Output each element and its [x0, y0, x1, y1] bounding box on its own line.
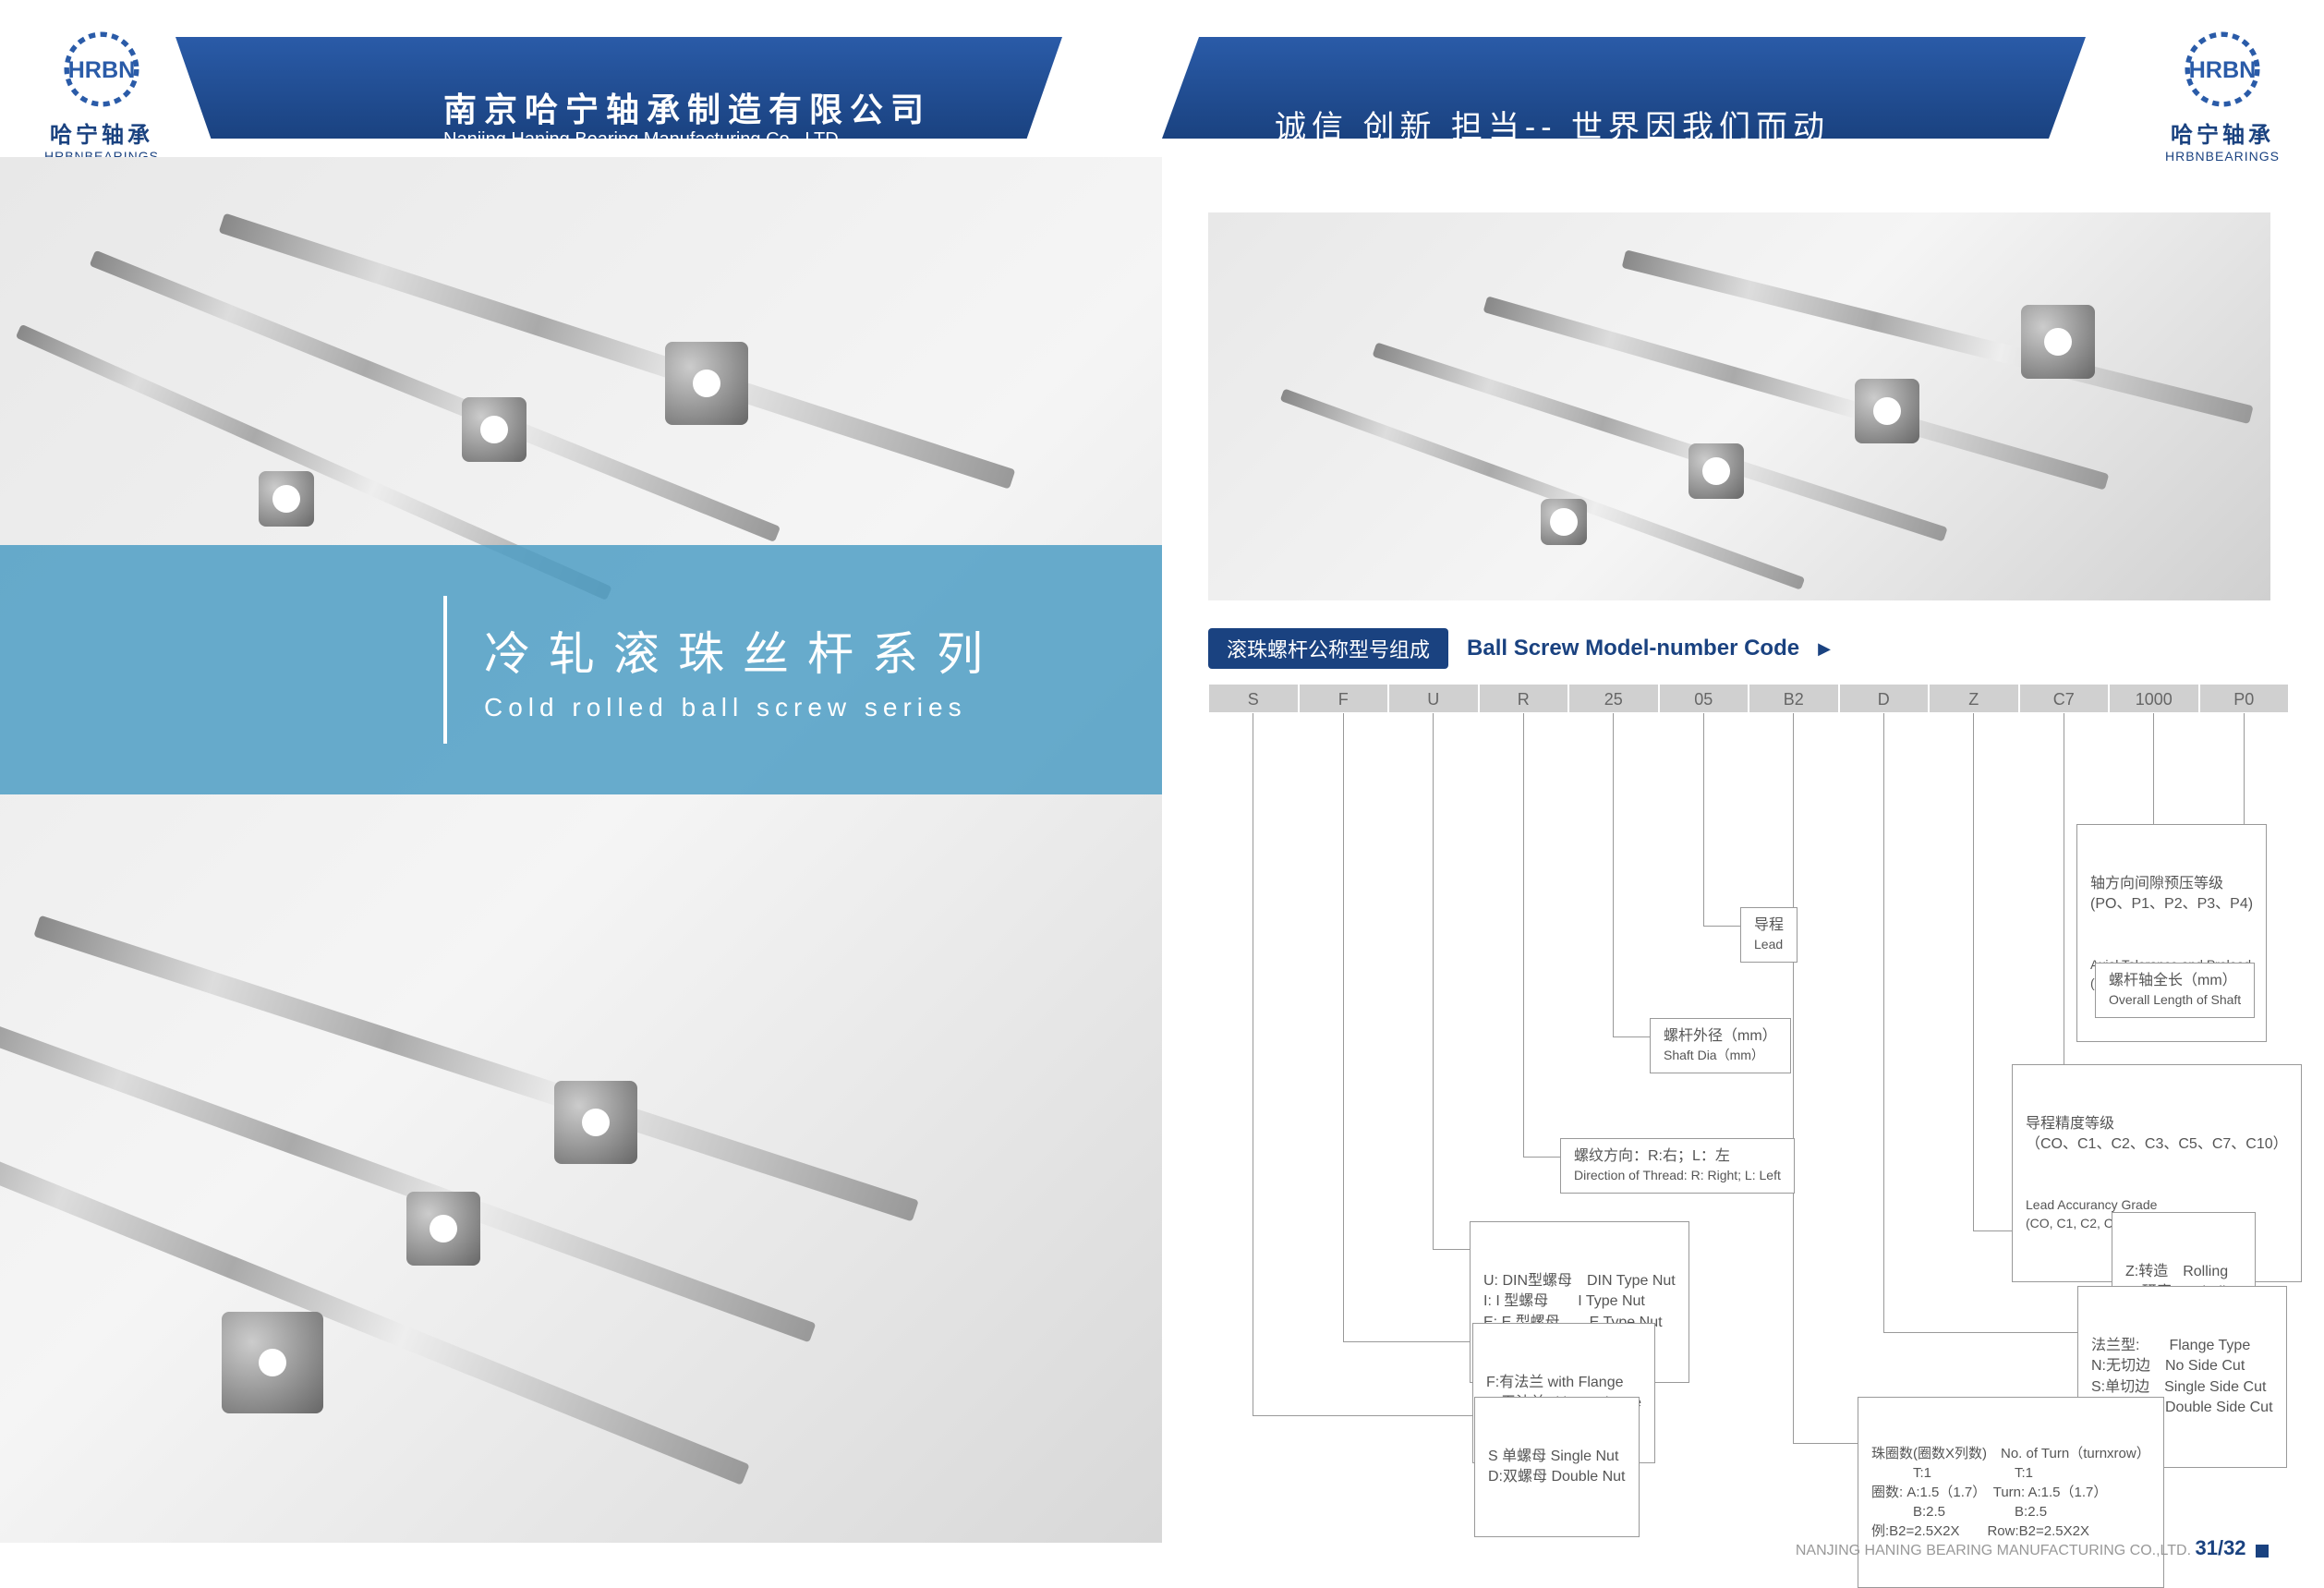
- desc-direction: 螺纹方向：R:右；L：左 Direction of Thread: R: Rig…: [1560, 1138, 1795, 1194]
- wire: [1343, 713, 1344, 1341]
- divider: [443, 596, 447, 744]
- wire: [1703, 713, 1704, 926]
- wire: [1613, 1036, 1650, 1037]
- wire: [1433, 1249, 1470, 1250]
- nut-illustration: [665, 342, 748, 425]
- desc-text: 导程: [1754, 915, 1784, 936]
- ballscrew-illustration: [1622, 249, 2254, 424]
- wire-area: 导程 Lead 螺杆外径（mm） Shaft Dia（mm） 螺纹方向：R:右；…: [1208, 713, 2289, 1545]
- nut-illustration: [462, 397, 527, 462]
- desc-text: 螺纹方向：R:右；L：左: [1574, 1146, 1781, 1167]
- nut-illustration: [406, 1192, 480, 1266]
- page-number: 31/32: [2195, 1536, 2245, 1559]
- code-cell: 05: [1659, 684, 1749, 713]
- code-cell: Z: [1929, 684, 2019, 713]
- wire: [1523, 713, 1524, 1157]
- left-page: 冷轧滚珠丝杆系列 Cold rolled ball screw series: [0, 0, 1162, 1588]
- section-header: 滚珠螺杆公称型号组成 Ball Screw Model-number Code …: [1208, 628, 1831, 669]
- wire: [1343, 1341, 1472, 1342]
- desc-length: 螺杆轴全长（mm） Overall Length of Shaft: [2095, 963, 2255, 1018]
- company-name-en: Nanjing Haning Bearing Manufacturing Co.…: [443, 129, 839, 151]
- desc-text: Overall Length of Shaft: [2109, 991, 2241, 1010]
- series-title-band: 冷轧滚珠丝杆系列 Cold rolled ball screw series: [0, 545, 1162, 794]
- header-banner: 南京哈宁轴承制造有限公司 Nanjing Haning Bearing Manu…: [0, 37, 2324, 139]
- wire: [1253, 1415, 1474, 1416]
- nut-illustration: [222, 1312, 323, 1413]
- right-page: 滚珠螺杆公称型号组成 Ball Screw Model-number Code …: [1162, 0, 2324, 1588]
- desc-text: 螺杆外径（mm）: [1664, 1026, 1777, 1047]
- code-cell: B2: [1749, 684, 1839, 713]
- desc-text: 导程精度等级 （CO、C1、C2、C3、C5、C7、C10）: [2026, 1114, 2288, 1156]
- code-cell: U: [1388, 684, 1479, 713]
- ballscrew-illustration: [1483, 296, 2110, 490]
- desc-single-double: S 单螺母 Single Nut D:双螺母 Double Nut: [1474, 1397, 1640, 1537]
- arrow-icon: ▶: [1818, 639, 1831, 659]
- desc-text: 珠圈数(圈数X列数) No. of Turn（turnxrow） T:1 T:1…: [1871, 1444, 2150, 1541]
- product-photo-right: [1208, 212, 2270, 600]
- code-cell: D: [1839, 684, 1930, 713]
- code-cell: C7: [2019, 684, 2110, 713]
- wire: [1433, 713, 1434, 1249]
- desc-text: Shaft Dia（mm）: [1664, 1047, 1777, 1065]
- wire: [1793, 1443, 1858, 1444]
- desc-lead: 导程 Lead: [1740, 907, 1797, 963]
- wire: [1703, 926, 1740, 927]
- nut-illustration: [1689, 443, 1744, 499]
- footer-company: NANJING HANING BEARING MANUFACTURING CO.…: [1796, 1543, 2191, 1558]
- desc-text: Direction of Thread: R: Right; L: Left: [1574, 1167, 1781, 1185]
- wire: [1793, 713, 1794, 1443]
- catalog-spread: HRBN 哈宁轴承 HRBNBEARINGS HRBN 哈宁轴承 HRBNBEA…: [0, 0, 2324, 1588]
- company-name-cn: 南京哈宁轴承制造有限公司: [443, 83, 931, 131]
- section-badge: 滚珠螺杆公称型号组成: [1208, 628, 1448, 669]
- nut-illustration: [2021, 305, 2095, 379]
- series-title-cn: 冷轧滚珠丝杆系列: [484, 617, 1001, 684]
- code-cell: 25: [1568, 684, 1659, 713]
- wire: [1973, 713, 1974, 1230]
- series-title-en: Cold rolled ball screw series: [484, 693, 1001, 722]
- code-cell: P0: [2199, 684, 2290, 713]
- wire: [1613, 713, 1614, 1036]
- nut-illustration: [1855, 379, 1919, 443]
- desc-text: 螺杆轴全长（mm）: [2109, 971, 2241, 991]
- model-code-diagram: S F U R 25 05 B2 D Z C7 1000 P0: [1208, 684, 2289, 1545]
- code-row: S F U R 25 05 B2 D Z C7 1000 P0: [1208, 684, 2289, 713]
- nut-illustration: [554, 1081, 637, 1164]
- nut-illustration: [259, 471, 314, 527]
- desc-shaft-dia: 螺杆外径（mm） Shaft Dia（mm）: [1650, 1018, 1791, 1073]
- wire: [1883, 1332, 2077, 1333]
- footer-mark-icon: [2256, 1545, 2269, 1558]
- wire: [1523, 1157, 1560, 1158]
- product-photo-left: 冷轧滚珠丝杆系列 Cold rolled ball screw series: [0, 157, 1162, 1543]
- slogan-text: 诚信 创新 担当-- 世界因我们而动: [1275, 102, 1830, 147]
- desc-text: Lead: [1754, 936, 1784, 954]
- code-cell: F: [1299, 684, 1389, 713]
- wire: [1883, 713, 1884, 1332]
- section-title: Ball Screw Model-number Code: [1467, 636, 1799, 661]
- footer: NANJING HANING BEARING MANUFACTURING CO.…: [1796, 1536, 2269, 1560]
- ballscrew-illustration: [33, 915, 918, 1222]
- code-cell: R: [1479, 684, 1569, 713]
- desc-text: S 单螺母 Single Nut D:双螺母 Double Nut: [1488, 1447, 1626, 1488]
- nut-illustration: [1541, 499, 1587, 545]
- code-cell: S: [1208, 684, 1299, 713]
- code-cell: 1000: [2109, 684, 2199, 713]
- desc-text: 轴方向间隙预压等级 (PO、P1、P2、P3、P4): [2090, 874, 2253, 915]
